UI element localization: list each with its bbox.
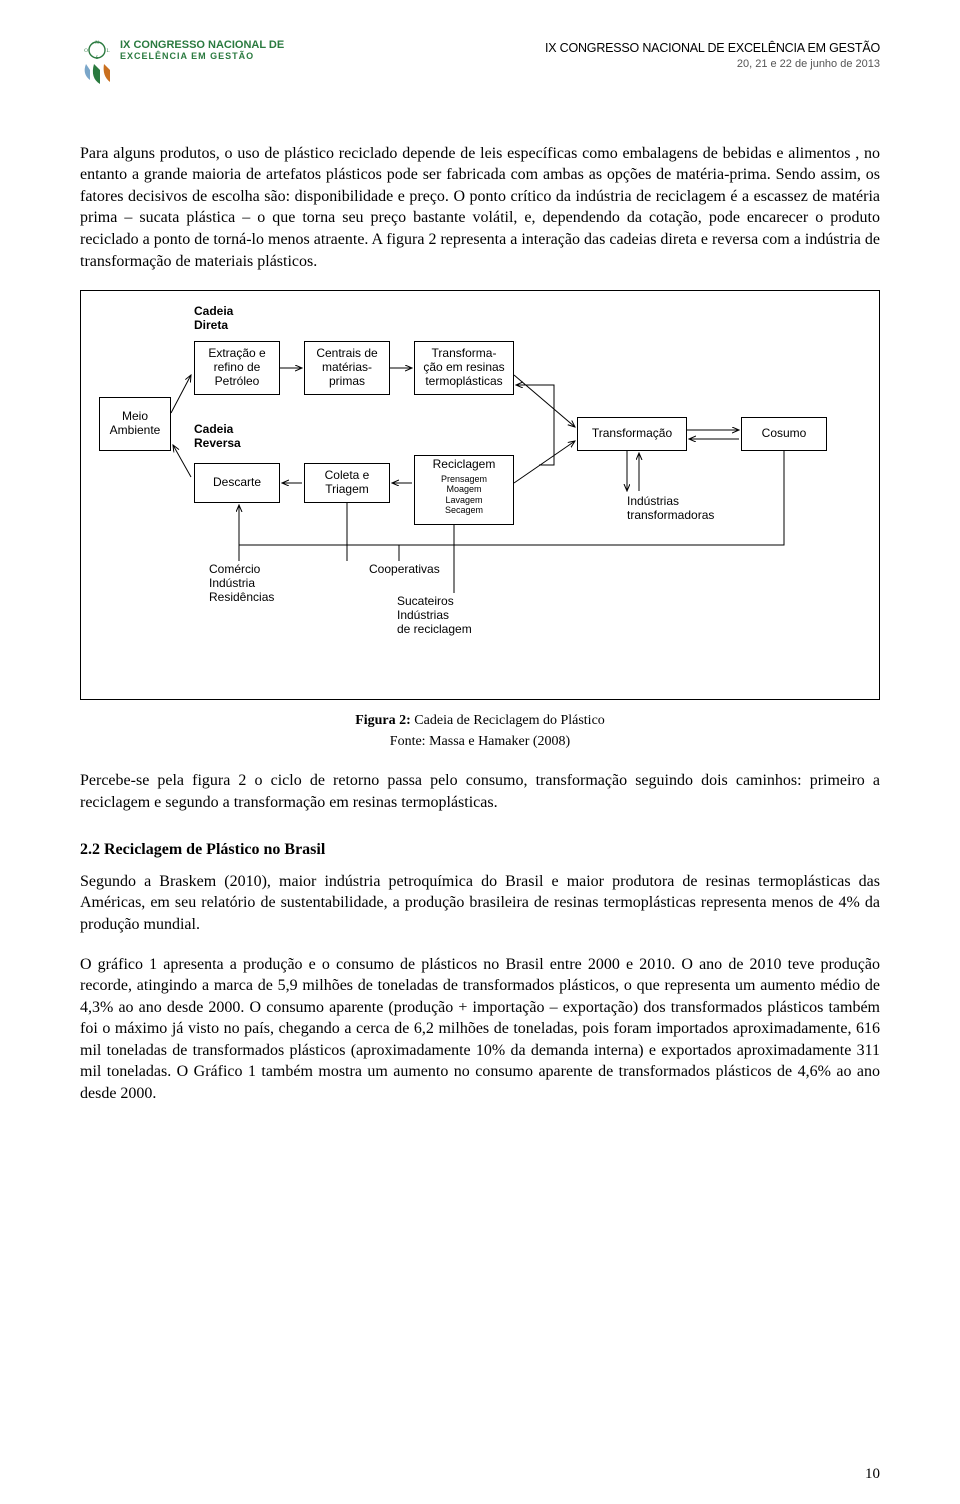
node-reciclagem-title: Reciclagem bbox=[433, 458, 496, 472]
node-reciclagem-sub: Prensagem Moagem Lavagem Secagem bbox=[441, 474, 487, 515]
label-cooperativas: Cooperativas bbox=[369, 563, 440, 577]
label-ind-transformadoras: Indústrias transformadoras bbox=[627, 495, 714, 523]
svg-text:L: L bbox=[106, 49, 109, 54]
figure-caption-text: Cadeia de Reciclagem do Plástico bbox=[411, 713, 605, 728]
label-cadeia-direta: Cadeia Direta bbox=[194, 305, 233, 333]
figure-2-diagram: Cadeia Direta Cadeia Reversa Meio Ambien… bbox=[80, 290, 880, 700]
node-consumo: Cosumo bbox=[741, 417, 827, 451]
label-sucateiros: Sucateiros Indústrias de reciclagem bbox=[397, 595, 472, 636]
node-centrais: Centrais de matérias- primas bbox=[304, 341, 390, 395]
node-coleta: Coleta e Triagem bbox=[304, 463, 390, 503]
conference-title: IX CONGRESSO NACIONAL DE EXCELÊNCIA EM G… bbox=[545, 40, 880, 57]
section-heading-2-2: 2.2 Reciclagem de Plástico no Brasil bbox=[80, 839, 880, 861]
node-descarte: Descarte bbox=[194, 463, 280, 503]
logo-line2: EXCELÊNCIA EM GESTÃO bbox=[120, 52, 284, 61]
node-transformacao: Transformação bbox=[577, 417, 687, 451]
svg-text:N: N bbox=[95, 41, 99, 46]
figure-caption: Figura 2: Cadeia de Reciclagem do Plásti… bbox=[80, 712, 880, 731]
section-para-1: Segundo a Braskem (2010), maior indústri… bbox=[80, 871, 880, 936]
conference-logo: N S O L IX CONGRESSO NACIONAL DE EXCELÊN… bbox=[80, 40, 284, 93]
conference-dates: 20, 21 e 22 de junho de 2013 bbox=[545, 57, 880, 72]
figure-source: Fonte: Massa e Hamaker (2008) bbox=[80, 733, 880, 752]
compass-icon: N S O L bbox=[80, 40, 114, 93]
paragraph-intro: Para alguns produtos, o uso de plástico … bbox=[80, 143, 880, 273]
label-cadeia-reversa: Cadeia Reversa bbox=[194, 423, 241, 451]
svg-text:S: S bbox=[96, 56, 99, 61]
header-right: IX CONGRESSO NACIONAL DE EXCELÊNCIA EM G… bbox=[545, 40, 880, 72]
svg-text:O: O bbox=[84, 49, 88, 54]
logo-line1: IX CONGRESSO NACIONAL DE bbox=[120, 40, 284, 52]
paragraph-after-figure: Percebe-se pela figura 2 o ciclo de reto… bbox=[80, 770, 880, 813]
page-header: N S O L IX CONGRESSO NACIONAL DE EXCELÊN… bbox=[80, 40, 880, 93]
figure-source-text: Massa e Hamaker (2008) bbox=[426, 734, 571, 749]
node-extracao: Extração e refino de Petróleo bbox=[194, 341, 280, 395]
page-number: 10 bbox=[865, 1464, 880, 1484]
node-meio-ambiente: Meio Ambiente bbox=[99, 397, 171, 451]
logo-text: IX CONGRESSO NACIONAL DE EXCELÊNCIA EM G… bbox=[120, 40, 284, 61]
figure-caption-prefix: Figura 2: bbox=[355, 713, 411, 728]
label-comercio: Comércio Indústria Residências bbox=[209, 563, 274, 604]
figure-source-prefix: Fonte: bbox=[390, 734, 426, 749]
node-reciclagem: Reciclagem Prensagem Moagem Lavagem Seca… bbox=[414, 455, 514, 525]
section-para-2: O gráfico 1 apresenta a produção e o con… bbox=[80, 954, 880, 1105]
node-transf-resinas: Transforma- ção em resinas termoplástica… bbox=[414, 341, 514, 395]
